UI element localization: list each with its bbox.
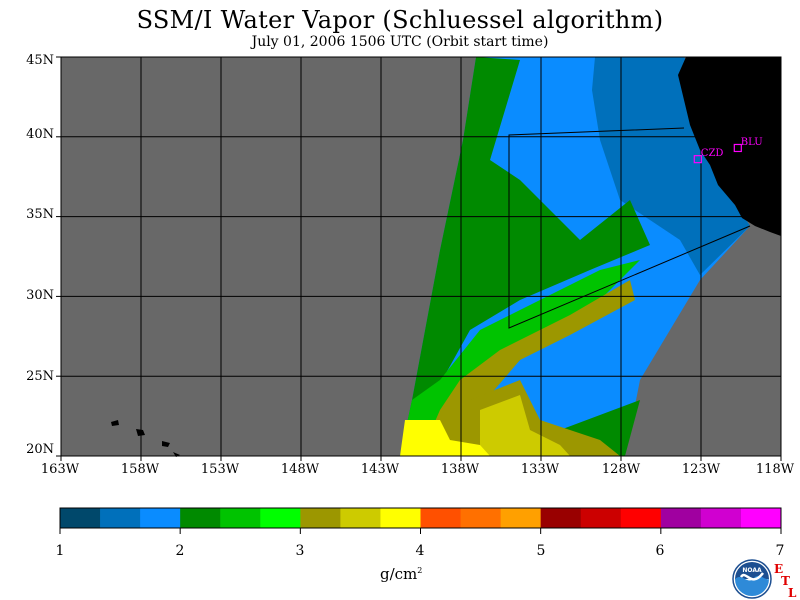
colorbar-tick-6: 6: [655, 543, 665, 559]
colorbar-swatch: [340, 508, 381, 528]
colorbar-units: g/cm2: [380, 565, 422, 583]
colorbar-swatch: [100, 508, 141, 528]
colorbar-swatch: [180, 508, 221, 528]
page-title: SSM/I Water Vapor (Schluessel algorithm): [136, 6, 664, 34]
noaa-logo-icon: NOAA: [732, 559, 772, 599]
colorbar-tick-3: 3: [295, 543, 305, 559]
lon-label-123w: 123W: [681, 462, 721, 477]
colorbar-swatch: [220, 508, 261, 528]
noaa-logo-text: NOAA: [742, 567, 762, 574]
page-subtitle: July 01, 2006 1506 UTC (Orbit start time…: [251, 34, 549, 50]
hawaii-island: [162, 441, 170, 447]
hawaii-island: [111, 420, 119, 426]
swath-region: [400, 57, 650, 456]
colorbar-swatch: [140, 508, 181, 528]
colorbar-swatch: [420, 508, 462, 528]
colorbar-tick-7: 7: [775, 543, 785, 559]
etl-letter-l: L: [788, 586, 797, 600]
lon-label-118w: 118W: [755, 462, 795, 477]
colorbar-swatch: [700, 508, 742, 528]
colorbar-swatch: [620, 508, 662, 528]
colorbar-swatch: [580, 508, 622, 528]
land-north-america: [678, 57, 781, 236]
station-label-blu: BLU: [741, 137, 763, 148]
etl-letter-e: E: [774, 562, 784, 576]
lon-label-138w: 138W: [440, 462, 480, 477]
lon-label-163w: 163W: [40, 462, 80, 477]
colorbar-swatch: [660, 508, 702, 528]
colorbar-swatch: [460, 508, 502, 528]
colorbar-tick-2: 2: [175, 543, 185, 559]
lon-label-133w: 133W: [520, 462, 560, 477]
etl-logo: E T L: [774, 562, 800, 600]
units-superscript: 2: [417, 566, 423, 575]
station-label-czd: CZD: [701, 148, 724, 159]
etl-letter-t: T: [781, 574, 790, 588]
colorbar-swatch: [380, 508, 421, 528]
lon-label-128w: 128W: [601, 462, 641, 477]
colorbar-swatch: [500, 508, 542, 528]
colorbar-tick-5: 5: [536, 543, 546, 559]
lat-label-35n: 35N: [26, 207, 54, 222]
colorbar-swatch: [300, 508, 341, 528]
lat-label-30n: 30N: [26, 288, 54, 303]
corridor-outline: [508, 127, 751, 329]
plot-frame: [60, 56, 782, 457]
lat-label-20n: 20N: [26, 442, 54, 457]
lat-label-25n: 25N: [26, 369, 54, 384]
colorbar-tick-1: 1: [55, 543, 65, 559]
colorbar-swatch: [540, 508, 582, 528]
lon-label-158w: 158W: [120, 462, 160, 477]
colorbar-swatch: [60, 508, 101, 528]
colorbar-swatch: [740, 508, 782, 528]
station-marker-blu: [733, 143, 742, 153]
colorbar-swatch: [260, 508, 301, 528]
lon-label-148w: 148W: [280, 462, 320, 477]
lat-label-45n: 45N: [26, 53, 54, 68]
units-text: g/cm: [380, 565, 418, 583]
lat-label-40n: 40N: [26, 127, 54, 142]
lon-label-153w: 153W: [200, 462, 240, 477]
lon-label-143w: 143W: [360, 462, 400, 477]
colorbar-tick-4: 4: [415, 543, 425, 559]
swath-region: [480, 395, 570, 456]
swath-region: [400, 420, 490, 456]
station-marker-czd: [693, 155, 702, 164]
